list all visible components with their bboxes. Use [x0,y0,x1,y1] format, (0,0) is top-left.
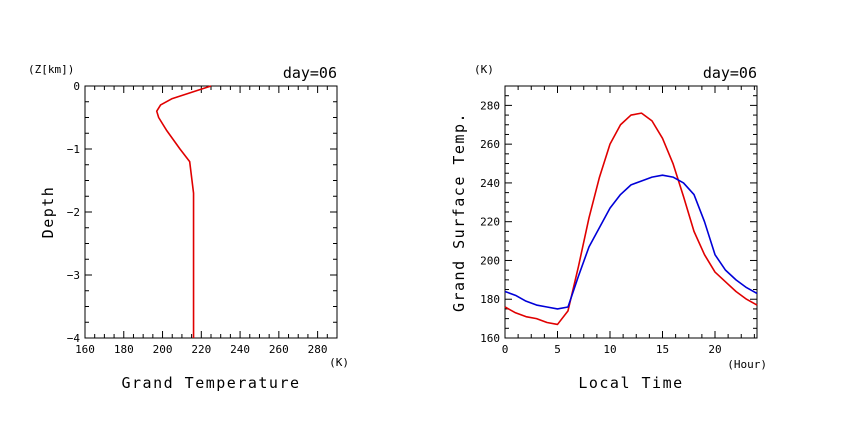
surface-temp-chart-title: day=06 [703,64,757,82]
depth-x-tick-label: 160 [75,343,95,356]
depth-y-axis-label: Depth [39,186,57,239]
surface-temp-y-tick-label: 200 [480,254,500,267]
surface-temp-y-axis-label: Grand Surface Temp. [450,112,468,312]
surface-temp-x-axis-label: Local Time [578,374,683,392]
depth-y-tick-label: −3 [67,269,80,282]
surface-temp-series-line-blue [504,174,758,310]
surface-temp-x-tick-label: 20 [708,343,721,356]
surface-temp-y-unit: (K) [474,63,494,76]
surface-temp-x-unit: (Hour) [727,358,767,371]
depth-y-tick-label: −2 [67,206,80,219]
surface-temp-chart: day=06 (K) (Hour) Local Time Grand Surfa… [450,63,767,392]
depth-axis-ticks: 160 180 200 220 240 260 280 0 −1 −2 −3 −4 [67,80,338,356]
depth-y-tick-label: −1 [67,143,80,156]
depth-x-tick-label: 200 [153,343,173,356]
depth-series-line-red [155,85,212,338]
depth-y-tick-label: 0 [73,80,80,93]
depth-y-tick-label: −4 [67,332,81,345]
surface-temp-x-tick-label: 5 [554,343,561,356]
depth-x-unit: (K) [329,356,349,369]
surface-temp-plot-frame [504,85,758,339]
surface-temp-y-tick-label: 280 [480,99,500,112]
surface-temp-series-line-red [504,112,758,326]
surface-temp-y-tick-label: 260 [480,138,500,151]
surface-temp-x-tick-label: 10 [603,343,616,356]
depth-x-tick-label: 180 [114,343,134,356]
surface-temp-y-tick-label: 160 [480,332,500,345]
depth-profile-chart: day=06 (Z[km]) (K) Grand Temperature Dep… [28,63,349,392]
depth-chart-title: day=06 [283,64,337,82]
depth-series-group [155,85,212,338]
depth-x-tick-label: 240 [230,343,250,356]
depth-x-axis-label: Grand Temperature [121,374,300,392]
depth-x-tick-label: 220 [191,343,211,356]
surface-temp-y-tick-label: 180 [480,293,500,306]
surface-temp-x-tick-label: 0 [502,343,509,356]
depth-x-tick-label: 260 [269,343,289,356]
depth-y-unit: (Z[km]) [28,63,74,76]
surface-temp-series-group [504,112,758,326]
depth-plot-frame [84,85,338,339]
surface-temp-x-tick-label: 15 [656,343,669,356]
depth-x-tick-label: 280 [308,343,328,356]
surface-temp-y-tick-label: 220 [480,216,500,229]
surface-temp-axis-ticks: 0 5 10 15 20 160 180 200 220 240 260 280 [480,85,757,356]
surface-temp-y-tick-label: 240 [480,177,500,190]
